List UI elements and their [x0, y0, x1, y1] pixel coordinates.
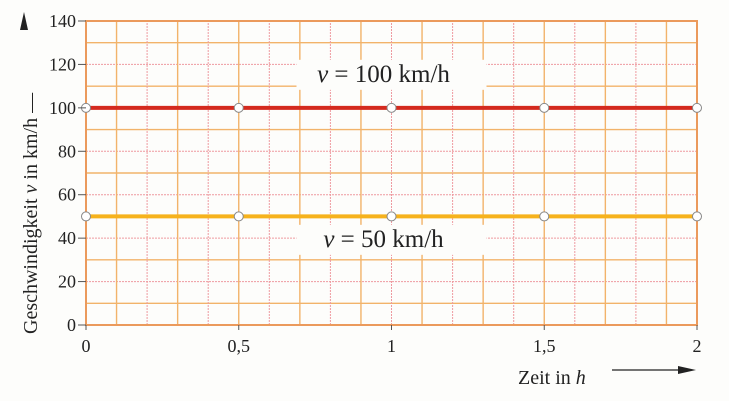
annotation-label: v = 100 km/h: [317, 61, 450, 88]
x-tick-label: 2: [693, 336, 702, 356]
y-axis-label: Geschwindigkeit v in km/h —: [20, 92, 42, 334]
data-point: [692, 102, 702, 113]
annotation-bg: [296, 59, 487, 90]
data-point: [539, 211, 550, 222]
y-tick-label: 0: [67, 315, 76, 335]
data-point: [539, 102, 550, 113]
data-point: [386, 102, 397, 113]
y-tick-label: 60: [58, 185, 76, 205]
x-tick-label: 0,5: [228, 336, 251, 356]
data-point: [233, 211, 244, 222]
annotation-bg: [296, 224, 487, 255]
data-point: [386, 211, 397, 222]
data-point: [692, 211, 702, 222]
series-group: [81, 102, 702, 222]
x-tick-label: 1: [387, 336, 396, 356]
y-tick-label: 80: [58, 141, 76, 161]
data-point: [233, 102, 244, 113]
x-axis-label: Zeit in h: [518, 367, 586, 389]
y-tick-label: 120: [49, 54, 76, 74]
y-axis-arrowhead: [20, 12, 28, 30]
x-tick-label: 0: [82, 336, 91, 356]
annotations: v = 100 km/h v = 50 km/h: [296, 59, 487, 255]
y-tick-label: 100: [49, 98, 76, 118]
x-tick-label: 1,5: [533, 336, 556, 356]
y-tick-label: 140: [49, 11, 76, 31]
axis-ticks: 0 20 40 60 80 100 120 140 0 0,5 1 1,5 2: [49, 11, 702, 356]
annotation-label: v = 50 km/h: [323, 226, 444, 253]
data-point: [81, 211, 91, 222]
y-tick-label: 20: [58, 272, 76, 292]
y-tick-label: 40: [58, 228, 76, 248]
x-axis-arrowhead: [678, 366, 696, 374]
